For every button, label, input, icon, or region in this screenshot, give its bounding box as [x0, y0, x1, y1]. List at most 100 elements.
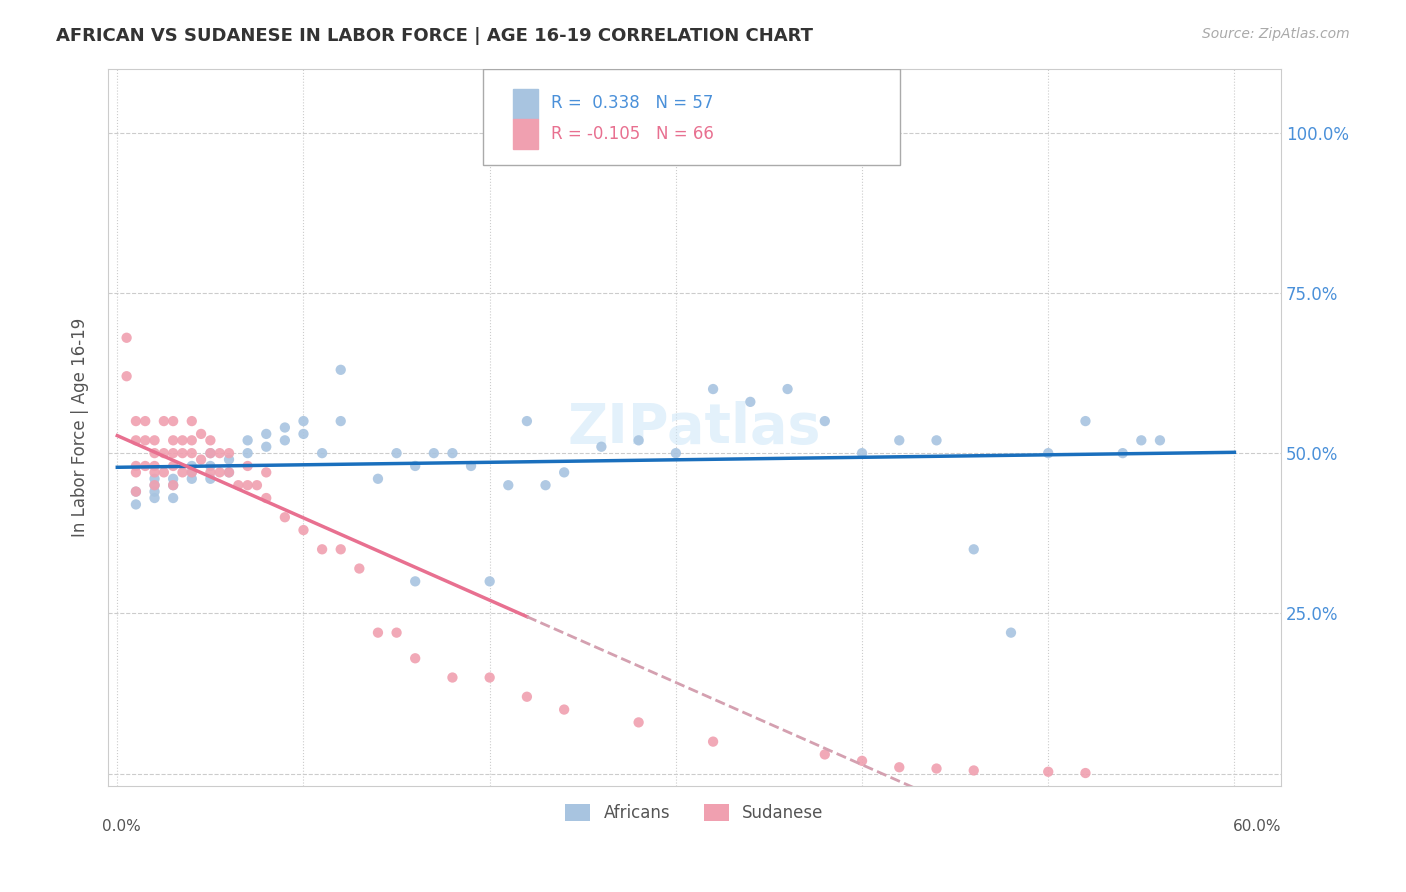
Point — [1112, 446, 1135, 460]
Point — [180, 458, 202, 473]
Point — [925, 434, 948, 448]
Point — [591, 440, 613, 454]
Text: ZIPatlas: ZIPatlas — [568, 401, 821, 455]
Point — [162, 491, 184, 505]
Point — [385, 625, 408, 640]
Point — [274, 510, 297, 524]
Point — [125, 466, 148, 480]
Point — [208, 466, 231, 480]
Point — [329, 363, 352, 377]
Text: AFRICAN VS SUDANESE IN LABOR FORCE | AGE 16-19 CORRELATION CHART: AFRICAN VS SUDANESE IN LABOR FORCE | AGE… — [56, 27, 813, 45]
Bar — [513, 88, 538, 119]
Point — [180, 446, 202, 460]
Point — [889, 434, 911, 448]
Point — [1038, 446, 1060, 460]
Point — [1038, 764, 1060, 779]
Point — [143, 466, 166, 480]
Point — [553, 702, 575, 716]
Text: R =  0.338   N = 57: R = 0.338 N = 57 — [551, 94, 714, 112]
Text: Source: ZipAtlas.com: Source: ZipAtlas.com — [1202, 27, 1350, 41]
Point — [814, 414, 837, 428]
Point — [218, 466, 240, 480]
Point — [441, 671, 464, 685]
Point — [404, 574, 426, 589]
Point — [776, 382, 799, 396]
Point — [254, 491, 277, 505]
Point — [125, 458, 148, 473]
Point — [311, 542, 333, 557]
Point — [851, 754, 873, 768]
Point — [254, 466, 277, 480]
Point — [385, 446, 408, 460]
Text: 60.0%: 60.0% — [1233, 819, 1281, 834]
Point — [851, 446, 873, 460]
Point — [162, 478, 184, 492]
Point — [292, 523, 315, 537]
Point — [162, 446, 184, 460]
Point — [349, 561, 371, 575]
Point — [172, 434, 194, 448]
Point — [162, 472, 184, 486]
Point — [236, 458, 259, 473]
Point — [236, 446, 259, 460]
Point — [143, 434, 166, 448]
Point — [125, 434, 148, 448]
Point — [1130, 434, 1153, 448]
Point — [889, 760, 911, 774]
Point — [162, 414, 184, 428]
Point — [627, 434, 650, 448]
Point — [441, 446, 464, 460]
Point — [534, 478, 557, 492]
Point — [134, 458, 156, 473]
Point — [200, 434, 222, 448]
Point — [460, 458, 482, 473]
Point — [125, 414, 148, 428]
Point — [125, 484, 148, 499]
Point — [153, 414, 176, 428]
Legend: Africans, Sudanese: Africans, Sudanese — [558, 797, 830, 829]
Point — [246, 478, 269, 492]
Point — [1149, 434, 1171, 448]
Point — [478, 671, 501, 685]
Point — [702, 382, 724, 396]
Point — [814, 747, 837, 762]
Text: R = -0.105   N = 66: R = -0.105 N = 66 — [551, 125, 714, 143]
Point — [143, 478, 166, 492]
Point — [498, 478, 520, 492]
Point — [702, 734, 724, 748]
Point — [292, 426, 315, 441]
Point — [115, 331, 138, 345]
Point — [627, 715, 650, 730]
Point — [200, 446, 222, 460]
Point — [1074, 766, 1097, 780]
Point — [254, 426, 277, 441]
Point — [292, 414, 315, 428]
Point — [143, 472, 166, 486]
Point — [404, 458, 426, 473]
Point — [274, 420, 297, 434]
Point — [516, 690, 538, 704]
Point — [172, 466, 194, 480]
Point — [162, 478, 184, 492]
Point — [228, 478, 250, 492]
Point — [963, 542, 986, 557]
Point — [143, 458, 166, 473]
Point — [115, 369, 138, 384]
Point — [200, 446, 222, 460]
Point — [153, 466, 176, 480]
Point — [200, 472, 222, 486]
Point — [1074, 414, 1097, 428]
Point — [180, 472, 202, 486]
Point — [172, 446, 194, 460]
Point — [311, 446, 333, 460]
Y-axis label: In Labor Force | Age 16-19: In Labor Force | Age 16-19 — [72, 318, 89, 537]
FancyBboxPatch shape — [484, 69, 900, 165]
Point — [218, 452, 240, 467]
Point — [367, 472, 389, 486]
Point — [254, 440, 277, 454]
Point — [200, 466, 222, 480]
Point — [329, 542, 352, 557]
Point — [162, 434, 184, 448]
Point — [143, 484, 166, 499]
Point — [143, 491, 166, 505]
